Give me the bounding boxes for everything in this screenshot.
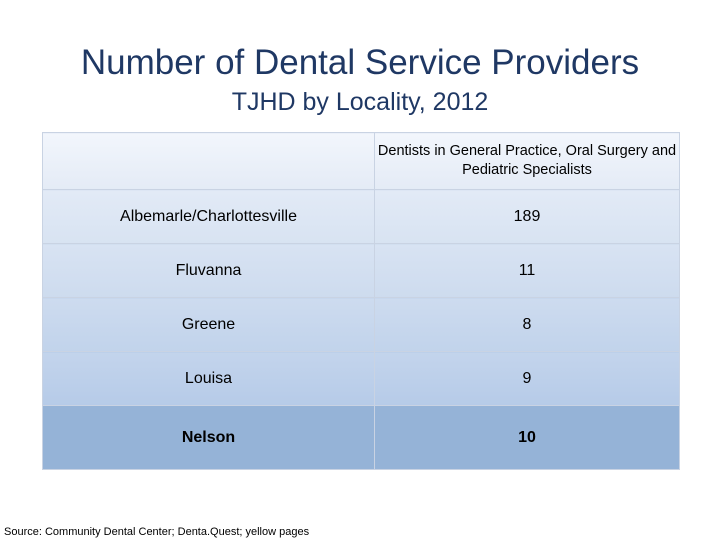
locality-cell: Louisa xyxy=(42,351,375,406)
source-note: Source: Community Dental Center; Denta.Q… xyxy=(4,526,310,538)
table-row: Louisa 9 xyxy=(42,351,680,406)
count-cell: 10 xyxy=(374,405,680,470)
count-cell: 9 xyxy=(374,351,680,406)
count-cell: 8 xyxy=(374,297,680,352)
locality-cell: Nelson xyxy=(42,405,375,470)
table-header-row: Dentists in General Practice, Oral Surge… xyxy=(42,132,680,190)
dental-providers-table: Dentists in General Practice, Oral Surge… xyxy=(42,132,680,470)
header-locality-cell xyxy=(42,132,375,190)
locality-cell: Fluvanna xyxy=(42,243,375,298)
table-row: Albemarle/Charlottesville 189 xyxy=(42,189,680,244)
locality-cell: Greene xyxy=(42,297,375,352)
count-cell: 11 xyxy=(374,243,680,298)
table-row: Nelson 10 xyxy=(42,405,680,470)
slide-title: Number of Dental Service Providers xyxy=(80,43,640,82)
slide-subtitle: TJHD by Locality, 2012 xyxy=(231,88,489,116)
table-row: Fluvanna 11 xyxy=(42,243,680,298)
header-count-cell: Dentists in General Practice, Oral Surge… xyxy=(374,132,680,190)
count-cell: 189 xyxy=(374,189,680,244)
locality-cell: Albemarle/Charlottesville xyxy=(42,189,375,244)
table-row: Greene 8 xyxy=(42,297,680,352)
